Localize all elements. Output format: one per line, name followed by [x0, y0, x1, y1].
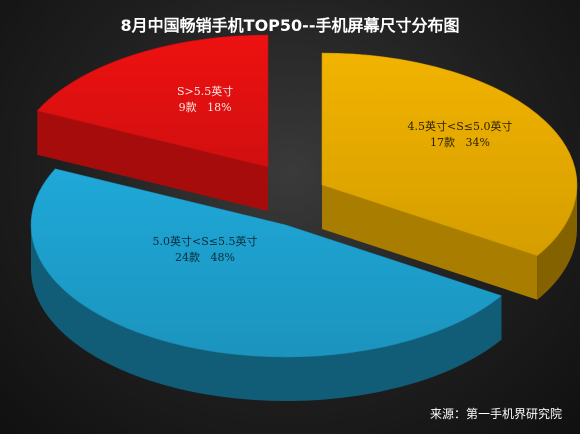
- chart-title: 8月中国畅销手机TOP50--手机屏幕尺寸分布图: [120, 16, 460, 35]
- pie-slice-3: [36, 34, 269, 168]
- slice-label-1: 4.5英寸<S≤5.0英寸 17款 34%: [408, 119, 513, 151]
- pie-slice-2: [30, 168, 502, 358]
- slice-value-label: 9款 18%: [178, 101, 232, 114]
- slice-wall: [322, 185, 538, 300]
- slice-category-label: 5.0英寸<S≤5.5英寸: [152, 235, 258, 248]
- slice-wall: [37, 110, 268, 211]
- slice-category-label: S>5.5英寸: [177, 85, 234, 98]
- source-note: 来源：第一手机界研究院: [429, 407, 562, 421]
- slice-label-3: S>5.5英寸 9款 18%: [177, 84, 233, 116]
- slice-value-label: 17款 34%: [430, 136, 490, 149]
- pie-slice-1: [321, 52, 578, 257]
- slice-value-label: 24款 48%: [175, 251, 235, 264]
- slice-outer-wall: [537, 185, 577, 300]
- slice-outer-wall: [31, 225, 502, 402]
- slice-tops: [30, 34, 578, 358]
- slice-label-2: 5.0英寸<S≤5.5英寸 24款 48%: [153, 234, 258, 266]
- slice-category-label: 4.5英寸<S≤5.0英寸: [407, 120, 513, 133]
